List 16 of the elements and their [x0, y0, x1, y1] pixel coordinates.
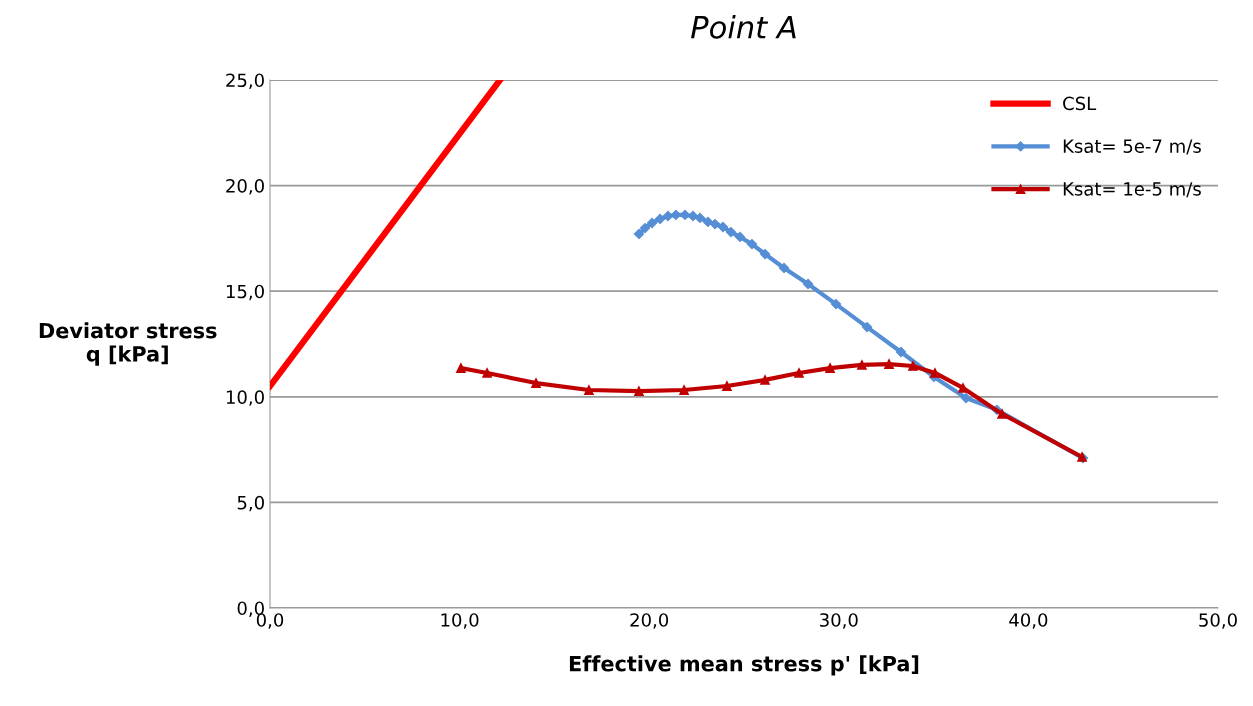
chart-title: Point A	[691, 15, 796, 39]
y-tick-label: 5,0	[237, 495, 264, 512]
y-tick-label: 25,0	[226, 73, 264, 89]
legend-label: Ksat= 5e-7 m/s	[1063, 139, 1201, 155]
y-tick-label: 20,0	[226, 179, 264, 195]
y-axis-title: Deviator stress q [kPa]	[39, 322, 217, 366]
x-tick-label: 50,0	[1199, 613, 1237, 629]
x-axis-title: Effective mean stress p' [kPa]	[569, 655, 919, 676]
x-tick-label: 30,0	[820, 613, 858, 629]
x-tick-label: 20,0	[630, 613, 669, 629]
x-tick-label: 10,0	[441, 613, 479, 629]
legend-label: Ksat= 1e-5 m/s	[1063, 182, 1201, 198]
x-tick-label: 40,0	[1009, 613, 1048, 629]
y-tick-label: 15,0	[226, 284, 264, 301]
legend-label: CSL	[1063, 96, 1097, 111]
y-tick-label: 10,0	[226, 390, 264, 406]
